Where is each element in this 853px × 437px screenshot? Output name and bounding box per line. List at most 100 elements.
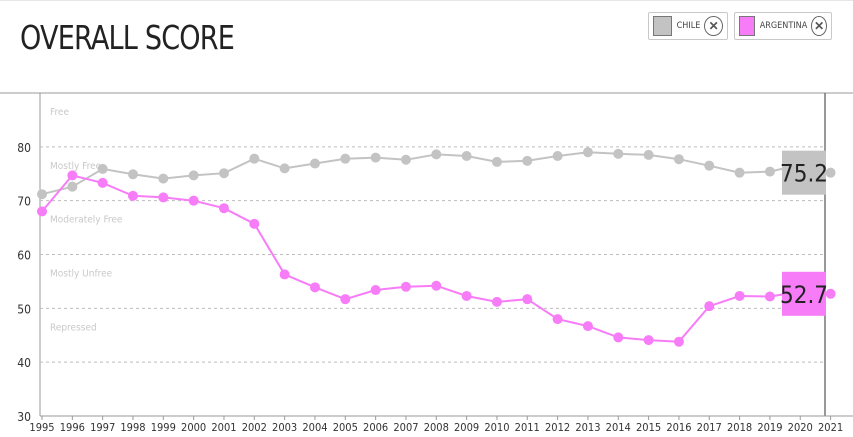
y-tick-label: 70 [17, 195, 31, 209]
data-point [461, 150, 472, 161]
x-tick-label: 1996 [60, 421, 85, 434]
data-point [764, 166, 775, 177]
data-point [431, 280, 442, 291]
y-tick-label: 60 [17, 249, 31, 263]
x-tick-label: 2021 [818, 421, 843, 434]
data-point [188, 170, 199, 181]
data-point [127, 190, 138, 201]
data-point [249, 153, 260, 164]
data-point [522, 294, 533, 305]
legend-label-chile: CHILE [676, 21, 701, 31]
x-tick-label: 2006 [363, 421, 388, 434]
data-point [279, 269, 290, 280]
data-point [37, 206, 47, 217]
data-point [582, 147, 593, 158]
y-tick-label: 50 [17, 302, 31, 316]
data-point [764, 291, 775, 302]
data-point [825, 167, 836, 178]
x-tick-label: 2018 [727, 421, 752, 434]
y-tick-label: 30 [17, 410, 31, 424]
data-point [188, 195, 199, 206]
x-tick-label: 2010 [484, 421, 509, 434]
legend-label-argentina: ARGENTINA [759, 21, 808, 31]
data-point [673, 336, 684, 347]
data-point [491, 296, 502, 307]
data-point [218, 168, 229, 179]
data-point [370, 285, 381, 296]
data-point [491, 156, 502, 167]
x-tick-label: 2012 [545, 421, 570, 434]
x-tick-label: 1997 [90, 421, 115, 434]
data-point [340, 153, 351, 164]
series-chile: 75.2 [37, 147, 836, 200]
data-point [613, 148, 624, 159]
final-value-badge [782, 271, 826, 316]
data-point [704, 160, 715, 171]
data-point [279, 163, 290, 174]
data-point [340, 294, 351, 305]
series-argentina: 52.7 [37, 170, 836, 347]
data-point [158, 173, 169, 184]
data-point [309, 282, 320, 293]
x-tick-label: 2020 [788, 421, 813, 434]
data-point [734, 167, 745, 178]
data-point [249, 218, 260, 229]
data-point [582, 321, 593, 332]
data-point [97, 163, 108, 174]
x-tick-label: 1995 [29, 421, 54, 434]
band-label: Free [50, 107, 69, 118]
page-title: OVERALL SCORE [20, 18, 235, 57]
x-tick-label: 2019 [757, 421, 782, 434]
data-point [67, 170, 78, 181]
x-tick-label: 2007 [393, 421, 418, 434]
x-tick-label: 2005 [333, 421, 358, 434]
band-label: Mostly Free [50, 161, 102, 172]
data-point [461, 290, 472, 301]
legend: CHILE ✕ ARGENTINA ✕ [648, 12, 832, 42]
data-point [825, 288, 836, 299]
data-point [643, 149, 654, 160]
final-value-label: 52.7 [780, 281, 828, 309]
x-tick-label: 2008 [424, 421, 449, 434]
x-tick-label: 2002 [242, 421, 267, 434]
data-point [127, 169, 138, 180]
data-point [400, 281, 411, 292]
data-point [218, 203, 229, 214]
legend-swatch-argentina [739, 16, 755, 36]
data-point [704, 301, 715, 312]
legend-chip-chile[interactable]: CHILE ✕ [648, 12, 728, 40]
data-point [613, 332, 624, 343]
data-point [97, 177, 108, 188]
x-tick-label: 2013 [575, 421, 600, 434]
data-point [643, 335, 654, 346]
data-point [673, 154, 684, 165]
x-tick-label: 2000 [181, 421, 206, 434]
data-point [552, 150, 563, 161]
x-tick-label: 2016 [666, 421, 691, 434]
data-point [552, 314, 563, 325]
legend-chip-argentina[interactable]: ARGENTINA ✕ [734, 12, 832, 40]
data-point [431, 149, 442, 160]
data-point [370, 152, 381, 163]
data-point [309, 158, 320, 169]
data-point [734, 290, 745, 301]
close-icon[interactable]: ✕ [704, 16, 723, 36]
legend-swatch-chile [653, 16, 672, 36]
top-divider [0, 0, 853, 1]
x-tick-label: 2003 [272, 421, 297, 434]
y-tick-label: 40 [17, 356, 31, 370]
x-tick-label: 2017 [697, 421, 722, 434]
data-point [67, 181, 78, 192]
x-tick-label: 2004 [302, 421, 327, 434]
x-tick-label: 2001 [211, 421, 236, 434]
final-value-label: 75.2 [780, 160, 828, 188]
close-icon[interactable]: ✕ [811, 16, 827, 36]
data-point [400, 154, 411, 165]
data-point [158, 192, 169, 203]
x-tick-label: 2009 [454, 421, 479, 434]
x-tick-label: 2014 [606, 421, 631, 434]
band-label: Repressed [50, 322, 97, 333]
data-point [522, 155, 533, 166]
x-tick-label: 2011 [515, 421, 540, 434]
